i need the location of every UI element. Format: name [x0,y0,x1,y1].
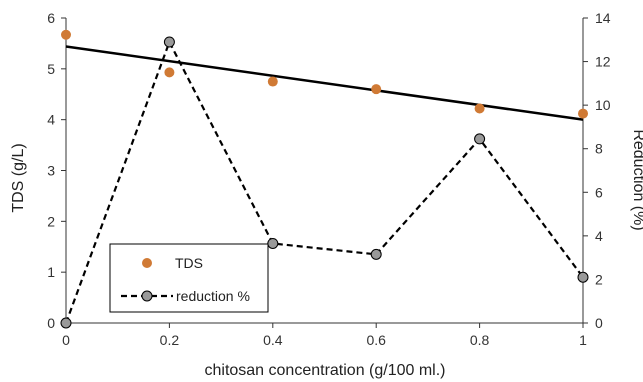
x-axis-title: chitosan concentration (g/100 ml.) [204,362,445,379]
y2-axis-title: Reduction (%) [630,129,643,230]
legend-tds-label: TDS [175,255,203,271]
axes [61,17,588,328]
tds-point [474,103,485,114]
tds-point [61,29,71,40]
legend-box [109,243,269,313]
y-tick-label: 5 [47,61,55,77]
legend-tds-marker [142,258,152,268]
y2-tick-label: 8 [595,141,603,157]
y2-tick-label: 0 [595,315,603,331]
y2-tick-label: 2 [595,271,603,287]
y2-tick-label: 4 [595,228,603,244]
y2-tick-label: 6 [595,184,603,200]
tds-point [371,84,382,95]
legend-reduction-label: reduction % [176,288,250,304]
reduction-point [577,271,589,283]
y-axis-title: TDS (g/L) [10,143,27,212]
reduction-point [60,317,72,329]
y-tick-label: 1 [47,264,55,280]
tds-point [578,108,588,119]
y-tick-label: 0 [47,315,55,331]
reduction-point [163,36,175,48]
y2-tick-label: 12 [595,54,611,70]
legend-reduction-marker [141,290,153,302]
reduction-point [370,248,382,260]
y2-tick-label: 14 [595,10,611,26]
tds-point [164,67,175,78]
chart-marks [60,29,589,329]
y-tick-label: 4 [47,112,55,128]
legend: TDS reduction % [109,243,269,313]
x-tick-label: 0 [62,332,70,348]
reduction-line [64,39,584,324]
reduction-point [267,237,279,249]
x-tick-label: 0.2 [160,332,180,348]
tds-trendline [65,45,584,121]
x-tick-label: 1 [579,332,587,348]
x-tick-label: 0.6 [366,332,386,348]
y2-tick-label: 10 [595,97,611,113]
tds-point [267,76,278,87]
reduction-point [474,133,486,145]
x-tick-label: 0.4 [263,332,283,348]
y-tick-label: 6 [47,10,55,26]
x-tick-label: 0.8 [470,332,490,348]
y-tick-label: 3 [47,163,55,179]
y-tick-label: 2 [47,213,55,229]
